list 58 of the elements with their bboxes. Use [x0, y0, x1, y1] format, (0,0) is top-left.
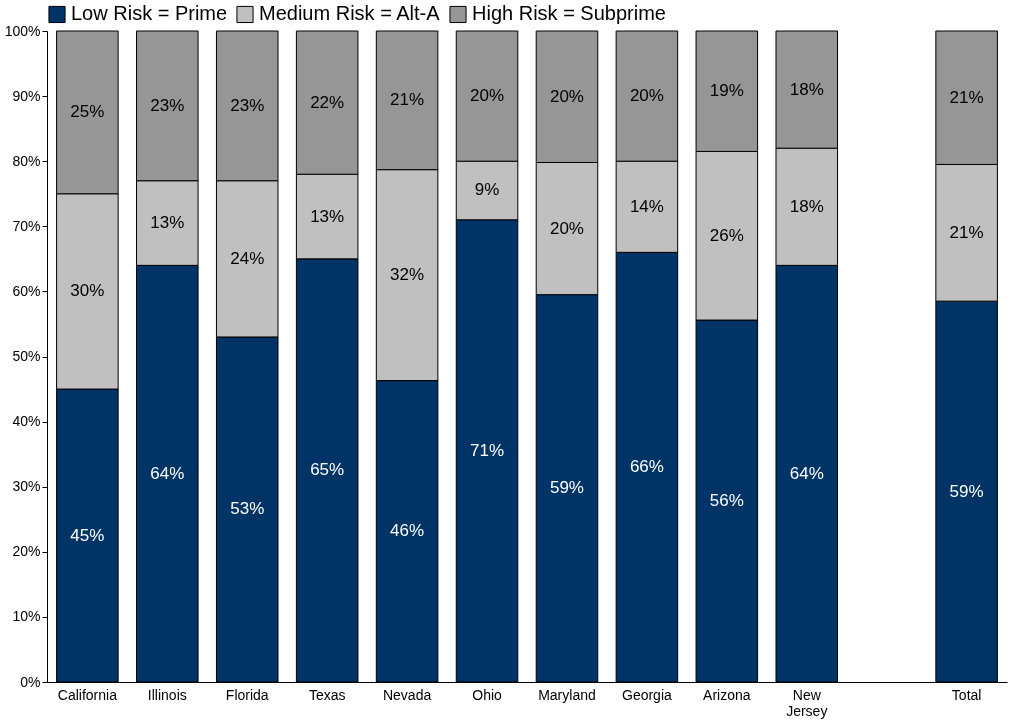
data-label: 26%: [709, 225, 744, 245]
data-label: 46%: [390, 521, 425, 541]
data-label: 14%: [629, 196, 664, 216]
y-tick-label: 60%: [12, 282, 41, 299]
x-tick-label: Georgia: [621, 686, 673, 703]
data-label: 21%: [949, 87, 984, 107]
data-label: 20%: [549, 218, 584, 238]
data-label: 45%: [70, 525, 105, 545]
data-label: 56%: [709, 491, 744, 511]
x-tick-label: Ohio: [472, 686, 503, 703]
data-label: 23%: [230, 95, 265, 115]
data-label: 25%: [70, 102, 105, 122]
data-label: 71%: [470, 440, 505, 460]
y-tick-label: 80%: [12, 152, 41, 169]
data-label: 13%: [150, 213, 185, 233]
x-tick-label: Maryland: [538, 686, 596, 703]
data-label: 59%: [549, 478, 584, 498]
y-tick-label: 50%: [12, 348, 41, 364]
data-label: 23%: [150, 95, 185, 115]
x-tick-label: Total: [951, 686, 982, 703]
x-tick-label: Arizona: [703, 686, 751, 703]
data-label: 22%: [310, 92, 345, 112]
x-tick-label: California: [57, 686, 118, 703]
data-label: 18%: [789, 196, 824, 216]
data-label: 66%: [629, 457, 664, 477]
data-label: 20%: [549, 86, 584, 106]
y-tick-label: 10%: [12, 608, 41, 625]
data-label: 20%: [470, 86, 505, 106]
data-label: 65%: [310, 460, 345, 480]
legend-label: Medium Risk = Alt-A: [259, 2, 441, 25]
x-tick-label: Illinois: [147, 686, 187, 703]
data-label: 13%: [310, 206, 345, 226]
data-label: 21%: [949, 222, 984, 242]
data-label: 19%: [709, 81, 744, 101]
data-label: 9%: [474, 180, 500, 200]
y-tick-label: 20%: [12, 543, 41, 560]
data-label: 24%: [230, 248, 265, 268]
data-label: 64%: [789, 463, 824, 483]
data-label: 32%: [390, 265, 425, 285]
legend-label: Low Risk = Prime: [71, 2, 228, 25]
y-tick-label: 100%: [4, 22, 41, 39]
x-tick-label: New Jersey: [786, 686, 828, 719]
data-label: 30%: [70, 281, 105, 301]
data-label: 64%: [150, 463, 185, 483]
data-label: 18%: [789, 79, 824, 99]
legend-label: High Risk = Subprime: [472, 2, 666, 25]
y-tick-label: 30%: [12, 478, 41, 495]
y-tick-label: 0%: [20, 673, 41, 690]
data-label: 53%: [230, 499, 265, 519]
y-tick-label: 70%: [12, 217, 41, 234]
x-tick-label: Nevada: [382, 686, 432, 703]
data-label: 59%: [949, 481, 984, 501]
x-tick-label: Texas: [308, 686, 346, 703]
y-tick-label: 40%: [12, 413, 41, 430]
data-label: 20%: [629, 86, 664, 106]
data-label: 21%: [390, 90, 425, 110]
y-tick-label: 90%: [12, 87, 41, 104]
x-tick-label: Florida: [225, 686, 269, 703]
